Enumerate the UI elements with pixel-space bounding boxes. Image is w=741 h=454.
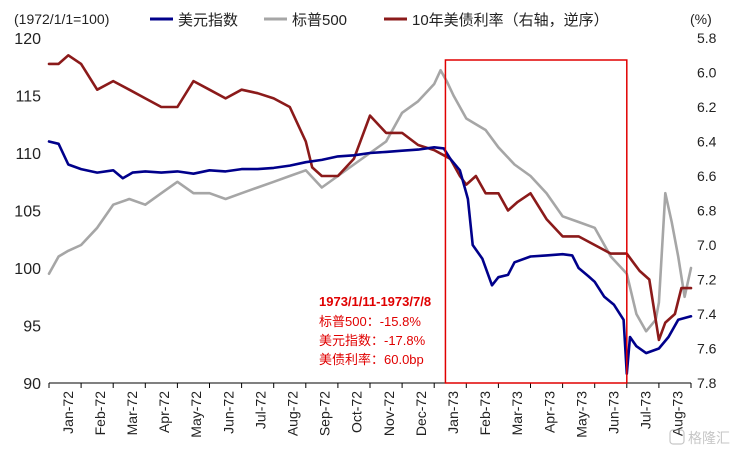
right-tick-label: 6.0 (697, 65, 717, 81)
highlight-box (444, 59, 628, 384)
right-tick-label: 6.4 (697, 134, 717, 150)
left-tick-label: 100 (14, 261, 41, 278)
right-axis-unit-label: (%) (690, 11, 712, 27)
right-tick-label: 7.6 (697, 341, 717, 357)
x-tick-label: May-73 (573, 391, 589, 438)
watermark: 格隆汇 (669, 429, 730, 446)
left-tick-label: 115 (15, 89, 41, 106)
series-line-usd-index (47, 140, 693, 376)
watermark-text: 格隆汇 (688, 430, 730, 446)
x-tick-label: Aug-73 (670, 391, 686, 436)
right-tick-label: 7.8 (697, 375, 717, 391)
left-tick-label: 120 (14, 31, 41, 48)
left-tick-label: 90 (23, 376, 41, 393)
x-tick-label: Aug-72 (284, 391, 300, 436)
right-tick-label: 7.4 (697, 306, 717, 322)
x-tick-label: Jun-73 (605, 391, 621, 434)
legend: 美元指数 标普500 10年美债利率（右轴，逆序） (150, 12, 609, 29)
x-tick-label: Nov-72 (381, 391, 397, 436)
x-tick-label: Jul-73 (638, 391, 654, 429)
annotation-line-sp500: 标普500：-15.8% (319, 314, 421, 329)
annotation: 1973/1/11-1973/7/8 标普500：-15.8% 美元指数：-17… (319, 294, 431, 367)
x-tick-label: Apr-73 (541, 391, 557, 433)
x-tick-label: Mar-73 (509, 391, 525, 436)
x-tick-label: Mar-72 (124, 391, 140, 436)
x-axis: Jan-72 Feb-72 Mar-72 Apr-72 May-72 Jun-72 Jul-… (48, 382, 692, 438)
right-tick-label: 6.2 (697, 99, 717, 115)
x-tick-label: Jan-72 (60, 391, 76, 434)
right-tick-label: 7.0 (697, 237, 717, 253)
legend-label-sp500: 标普500 (292, 12, 347, 29)
left-axis: 90 95 100 105 110 115 120 (14, 31, 41, 393)
legend-label-ust10y: 10年美债利率（右轴，逆序） (412, 12, 609, 29)
watermark-logo-icon (669, 429, 685, 445)
right-tick-label: 7.2 (697, 272, 717, 288)
left-axis-unit-label: (1972/1/1=100) (14, 11, 109, 27)
series-line-ust10y (47, 53, 693, 342)
left-tick-label: 105 (14, 204, 41, 221)
x-tick-label: Apr-72 (156, 391, 172, 433)
x-tick-label: Oct-72 (349, 391, 365, 433)
series-line-sp500 (47, 68, 693, 333)
x-tick-label: Jun-72 (220, 391, 236, 434)
left-tick-label: 110 (15, 146, 41, 163)
left-tick-label: 95 (23, 319, 41, 336)
right-tick-label: 5.8 (697, 30, 717, 46)
x-tick-label: Jul-72 (252, 391, 268, 429)
right-tick-label: 6.8 (697, 203, 717, 219)
x-tick-label: Dec-72 (413, 391, 429, 436)
right-tick-label: 6.6 (697, 168, 717, 184)
right-axis: 5.8 6.0 6.2 6.4 6.6 6.8 7.0 7.2 7.4 7.6 7.8 (697, 30, 717, 391)
x-tick-label: Feb-73 (477, 391, 493, 436)
legend-label-usd-index: 美元指数 (178, 12, 238, 29)
x-tick-label: May-72 (188, 391, 204, 438)
x-tick-label: Feb-72 (92, 391, 108, 436)
plot-area (47, 53, 693, 376)
annotation-line-ust10y: 美债利率：60.0bp (319, 352, 424, 367)
x-tick-label: Jan-73 (445, 391, 461, 434)
x-tick-label: Sep-72 (317, 391, 333, 436)
annotation-date-range: 1973/1/11-1973/7/8 (319, 294, 431, 309)
annotation-line-usd-index: 美元指数：-17.8% (319, 333, 426, 348)
